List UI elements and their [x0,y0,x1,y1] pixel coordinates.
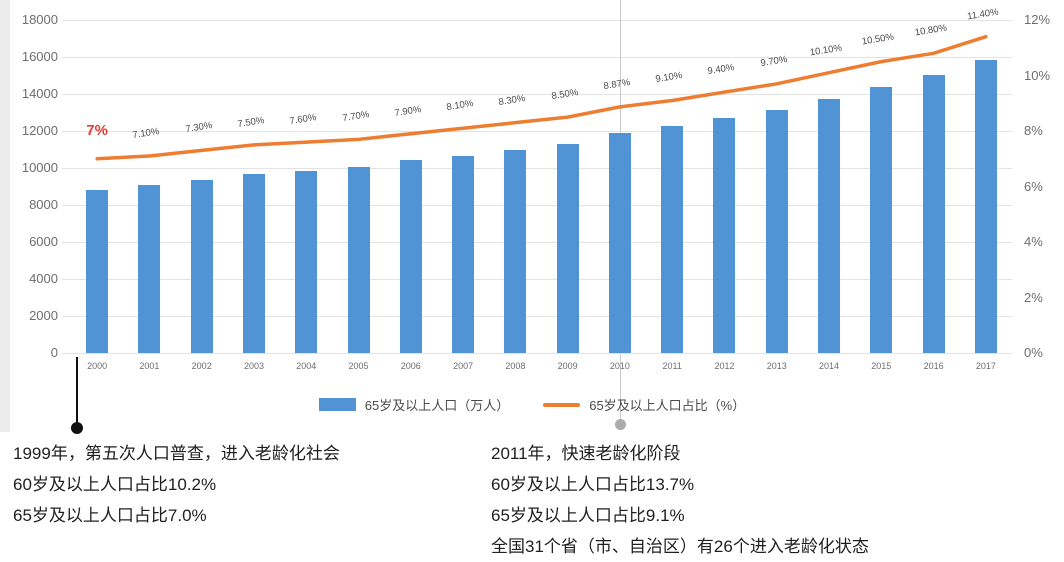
x-tick-2015: 2015 [871,361,892,371]
x-tick-2011: 2011 [662,361,682,371]
point-label-2004: 7.60% [289,112,318,128]
point-label-2005: 7.70% [341,109,370,125]
point-label-2009: 8.50% [550,87,579,103]
annotation-2011: 2011年，快速老龄化阶段 60岁及以上人口占比13.7% 65岁及以上人口占比… [491,438,869,562]
left-axis-tick: 10000 [21,160,58,175]
point-label-2003: 7.50% [236,114,266,130]
right-axis-tick: 0% [1024,345,1043,360]
annotation-1999-line1: 1999年，第五次人口普查，进入老龄化社会 [13,444,340,463]
gridline [62,353,1012,354]
legend-label-population: 65岁及以上人口（万人） [364,398,510,413]
x-tick-2013: 2013 [766,361,787,371]
bar-2000 [86,189,109,353]
gridline [62,316,1012,317]
point-label-2011: 9.10% [654,70,684,86]
annotation-2011-line1: 2011年，快速老龄化阶段 [491,444,681,463]
x-tick-2002: 2002 [191,361,212,371]
annotation-2011-line4: 全国31个省（市、自治区）有26个进入老龄化状态 [491,537,869,556]
bar-2013 [765,109,788,353]
left-axis-tick: 16000 [21,49,58,64]
bar-2008 [504,150,527,353]
annotation-2011-line3: 65岁及以上人口占比9.1% [491,506,685,525]
right-axis-tick: 8% [1024,123,1043,138]
year-2010-marker-dot [615,419,626,430]
bar-2006 [399,160,422,353]
x-tick-2012: 2012 [714,361,735,371]
point-label-2015: 10.50% [861,31,895,48]
point-label-2017: 11.40% [966,6,1000,23]
left-axis-tick: 8000 [29,197,58,212]
x-tick-2006: 2006 [400,361,421,371]
gridline [62,279,1012,280]
x-tick-2001: 2001 [139,361,160,371]
bar-2012 [713,117,736,353]
x-tick-2016: 2016 [923,361,944,371]
left-axis-tick: 6000 [29,234,58,249]
page-edge-strip [0,0,10,432]
bar-2007 [452,156,475,353]
bar-2015 [870,86,893,353]
bar-2009 [556,143,579,353]
left-axis-tick: 12000 [21,123,58,138]
legend-item-population: 65岁及以上人口（万人） [318,395,510,414]
gridline [62,20,1012,21]
bar-2014 [818,98,841,353]
gridline [62,57,1012,58]
point-label-2010: 8.87% [602,76,631,92]
x-tick-2017: 2017 [975,361,996,371]
line-swatch-icon [543,402,581,407]
bar-2011 [661,125,684,353]
gridline [62,168,1012,169]
x-tick-2010: 2010 [609,361,630,371]
bar-2010 [608,132,631,353]
annotation-1999-line2: 60岁及以上人口占比10.2% [13,475,217,494]
x-tick-2003: 2003 [243,361,264,371]
point-label-2007: 8.10% [445,98,475,114]
bar-swatch-icon [318,398,356,411]
point-label-2006: 7.90% [393,103,422,119]
bar-2017 [974,60,997,353]
point-label-2016: 10.80% [913,22,948,39]
x-tick-2009: 2009 [557,361,578,371]
x-tick-2004: 2004 [296,361,317,371]
x-tick-2007: 2007 [453,361,474,371]
point-label-2012: 9.40% [707,62,736,78]
right-axis-tick: 2% [1024,289,1043,305]
point-label-2001: 7.10% [132,125,161,142]
left-axis-tick: 18000 [21,12,58,27]
annotation-1999-line3: 65岁及以上人口占比7.0% [13,506,207,525]
left-axis-tick: 0 [50,345,58,360]
left-axis-tick: 14000 [21,86,58,101]
year-1999-marker-line [76,357,78,425]
legend: 65岁及以上人口（万人） 65岁及以上人口占比（%） [0,395,1064,414]
year-1999-marker-dot [71,422,83,434]
right-axis-tick: 4% [1024,234,1043,249]
point-label-2002: 7.30% [184,120,213,136]
legend-item-share: 65岁及以上人口占比（%） [543,395,745,414]
x-tick-2000: 2000 [87,361,108,371]
right-axis-tick: 6% [1024,178,1043,194]
point-label-2000: 7% [86,121,108,139]
bar-2005 [347,166,370,353]
right-axis-tick: 10% [1024,67,1051,83]
x-tick-2008: 2008 [505,361,526,371]
bar-2002 [190,179,213,353]
bar-2001 [138,185,161,353]
bar-2004 [295,170,318,353]
bar-2003 [242,173,265,353]
legend-label-share: 65岁及以上人口占比（%） [589,398,746,413]
x-tick-2005: 2005 [348,361,369,371]
annotation-1999: 1999年，第五次人口普查，进入老龄化社会 60岁及以上人口占比10.2% 65… [13,438,340,531]
left-axis-tick: 2000 [29,308,58,323]
bar-2016 [922,75,945,353]
gridline [62,205,1012,206]
left-axis-tick: 4000 [29,271,58,286]
point-label-2013: 9.70% [759,53,788,69]
gridline [62,242,1012,243]
annotation-2011-line2: 60岁及以上人口占比13.7% [491,475,695,494]
x-tick-2014: 2014 [819,361,840,371]
right-axis-tick: 12% [1024,12,1051,27]
